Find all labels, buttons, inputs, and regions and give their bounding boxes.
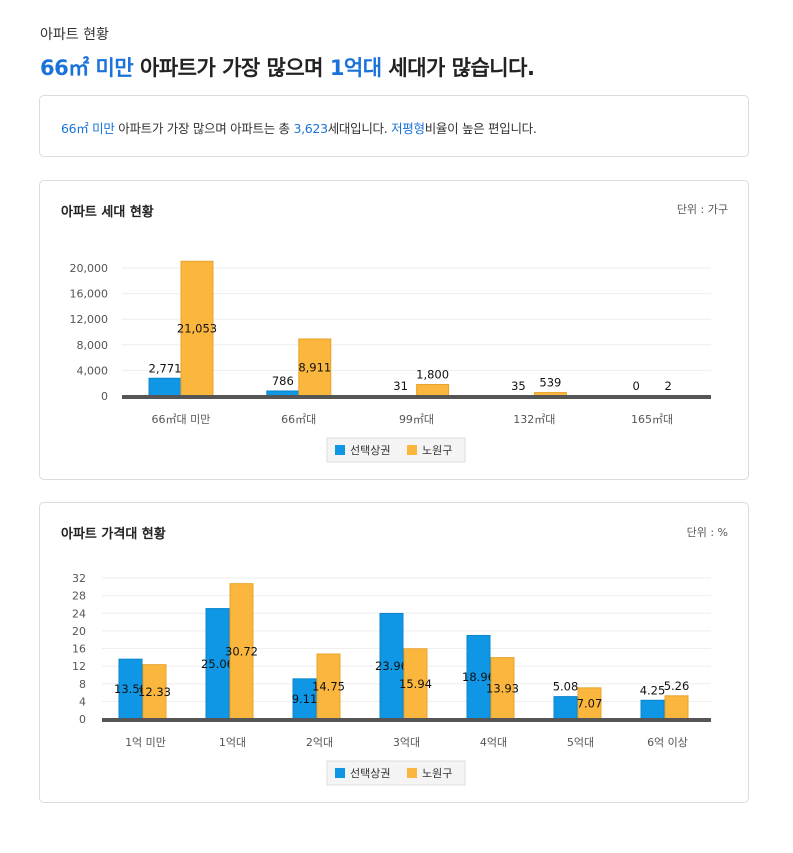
households-chart-card: 아파트 세대 현황 단위 : 가구 [39, 180, 749, 480]
headline-price-highlight: 1억대 [329, 56, 382, 80]
y-tick-label: 16 [72, 643, 86, 656]
headline-text-end: 세대가 많습니다. [381, 56, 535, 80]
legend-box [326, 760, 466, 786]
y-tick-label: 32 [72, 572, 86, 585]
legend-label: 노원구 [422, 767, 452, 780]
summary-area-highlight: 66㎡ 미만 [61, 121, 115, 136]
legend-box [326, 437, 466, 463]
household-bar [298, 338, 332, 397]
data-label: 13.58 [114, 682, 147, 696]
y-tick-label: 8 [79, 678, 86, 691]
y-tick-label: 20 [72, 625, 86, 638]
data-label: 8,911 [298, 360, 331, 374]
section-subtitle: 아파트 현황 [40, 27, 109, 43]
legend-swatch [407, 445, 417, 455]
household-bar [148, 377, 182, 397]
legend-swatch [335, 768, 345, 778]
data-label: 5.26 [664, 679, 690, 693]
x-tick-label: 6억 이상 [647, 736, 688, 749]
y-tick-label: 0 [79, 713, 86, 726]
y-tick-label: 0 [101, 390, 108, 403]
price-bar [553, 696, 578, 720]
legend-swatch [407, 768, 417, 778]
x-tick-label: 165㎡대 [631, 413, 673, 426]
data-label: 4.25 [640, 683, 666, 697]
x-tick-label: 3억대 [393, 736, 420, 749]
x-tick-label: 132㎡대 [513, 413, 555, 426]
data-label: 1,800 [416, 367, 449, 381]
price-chart-card: 아파트 가격대 현황 단위 : % [39, 502, 749, 803]
data-label: 12.33 [138, 685, 171, 699]
x-tick-label: 1억대 [219, 736, 246, 749]
legend-label: 선택상권 [350, 767, 390, 780]
x-tick-label: 2억대 [306, 736, 333, 749]
data-label: 9.11 [292, 692, 318, 706]
headline-text-mid: 아파트가 가장 많으며 [133, 56, 330, 80]
data-label: 23.96 [375, 659, 408, 673]
data-label: 31 [393, 379, 408, 393]
summary-text-2: 세대입니다. [327, 121, 392, 136]
data-label: 2 [665, 379, 672, 393]
y-tick-label: 12 [72, 660, 86, 673]
legend-label: 노원구 [422, 444, 452, 457]
y-tick-label: 8,000 [77, 339, 109, 352]
price-chart-unit: 단위 : % [686, 526, 728, 539]
y-tick-label: 12,000 [70, 313, 109, 326]
headline-area-highlight: 66㎡ 미만 [40, 56, 134, 80]
x-tick-label: 5억대 [567, 736, 594, 749]
data-label: 18.96 [462, 670, 495, 684]
households-chart-title: 아파트 세대 현황 [61, 205, 154, 220]
page-headline: 66㎡ 미만 아파트가 가장 많으며 1억대 세대가 많습니다. [40, 52, 535, 82]
data-label: 13.93 [486, 681, 519, 695]
x-tick-label: 66㎡대 [281, 413, 316, 426]
data-label: 21,053 [177, 322, 217, 336]
summary-text-1: 아파트가 가장 많으며 아파트는 총 [114, 121, 294, 136]
x-tick-label: 66㎡대 미만 [151, 413, 210, 426]
data-label: 35 [511, 379, 526, 393]
summary-count-highlight: 3,623 [293, 121, 328, 136]
data-label: 5.08 [553, 680, 579, 694]
x-tick-label: 4억대 [480, 736, 507, 749]
data-label: 786 [272, 374, 294, 388]
data-label: 25.06 [201, 657, 234, 671]
price-chart-title: 아파트 가격대 현황 [61, 527, 166, 542]
price-bar [640, 699, 665, 720]
y-tick-label: 4,000 [77, 364, 109, 377]
y-tick-label: 16,000 [70, 288, 109, 301]
price-bar [664, 695, 689, 720]
y-tick-label: 20,000 [70, 262, 109, 275]
legend-label: 선택상권 [350, 444, 390, 457]
y-tick-label: 24 [72, 607, 86, 620]
data-label: 15.94 [399, 677, 432, 691]
x-tick-label: 99㎡대 [399, 413, 434, 426]
legend-swatch [335, 445, 345, 455]
summary-text: 66㎡ 미만 아파트가 가장 많으며 아파트는 총 3,623세대입니다. 저평… [61, 118, 537, 137]
households-chart-unit: 단위 : 가구 [676, 203, 728, 216]
data-label: 30.72 [225, 644, 258, 658]
data-label: 2,771 [149, 361, 182, 375]
data-label: 0 [633, 379, 640, 393]
summary-text-3: 비율이 높은 편입니다. [424, 121, 537, 136]
summary-box: 66㎡ 미만 아파트가 가장 많으며 아파트는 총 3,623세대입니다. 저평… [39, 95, 749, 157]
y-tick-label: 28 [72, 590, 86, 603]
y-tick-label: 4 [79, 695, 86, 708]
data-label: 539 [539, 376, 561, 390]
summary-type-highlight: 저평형 [391, 121, 425, 136]
data-label: 14.75 [312, 680, 345, 694]
household-bar [416, 383, 450, 397]
data-label: 7.07 [577, 696, 603, 710]
household-bar [180, 260, 214, 397]
x-tick-label: 1억 미만 [125, 736, 166, 749]
